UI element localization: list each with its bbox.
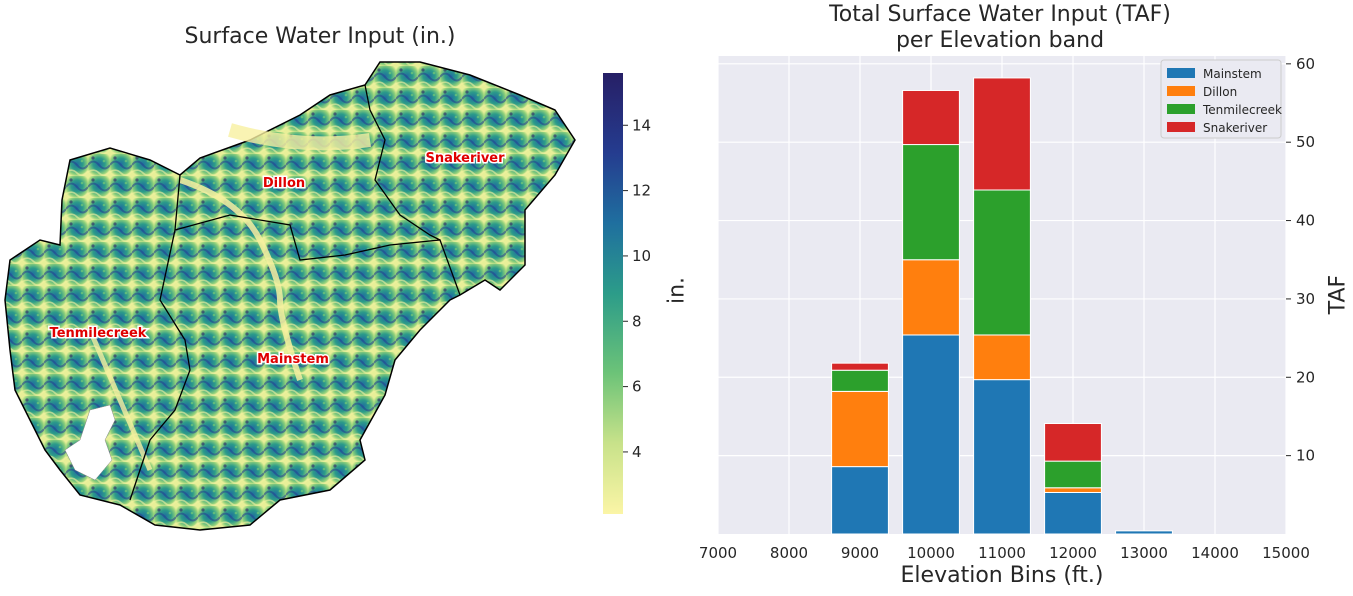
legend-label-mainstem: Mainstem: [1203, 67, 1262, 81]
y-tick-label: 60: [1296, 55, 1315, 73]
chart-title-line2: per Elevation band: [895, 28, 1105, 53]
x-tick-label: 13000: [1120, 544, 1168, 562]
x-tick-label: 7000: [699, 544, 737, 562]
colorbar-tick-label: 6: [632, 378, 642, 396]
x-tick-label: 14000: [1191, 544, 1239, 562]
y-tick-label: 40: [1296, 212, 1315, 230]
colorbar-tick-label: 12: [632, 182, 651, 200]
x-tick-label: 10000: [907, 544, 955, 562]
bar-segment-snakeriver: [1044, 423, 1102, 462]
y-tick-label: 50: [1296, 133, 1315, 151]
colorbar-tick-label: 14: [632, 116, 651, 134]
bar-segment-mainstem: [973, 379, 1031, 535]
bars: [831, 77, 1173, 535]
region-label-dillon: Dillon: [263, 176, 305, 191]
bar-segment-tenmilecreek: [902, 144, 960, 261]
legend-box: [1160, 59, 1282, 139]
bar-segment-tenmilecreek: [831, 369, 889, 392]
bar-segment-snakeriver: [902, 89, 960, 146]
map-title: Surface Water Input (in.): [184, 24, 456, 49]
colorbar: [603, 73, 623, 514]
x-tick-label: 11000: [978, 544, 1026, 562]
bar-segment-mainstem: [831, 466, 889, 535]
legend: Mainstem Dillon Tenmilecreek Snakeriver: [1160, 59, 1282, 139]
y-tick-label: 30: [1296, 290, 1315, 308]
x-tick-label: 9000: [841, 544, 879, 562]
x-axis-label: Elevation Bins (ft.): [900, 563, 1104, 588]
legend-label-tenmilecreek: Tenmilecreek: [1202, 103, 1282, 117]
bar-segment-mainstem: [1044, 491, 1102, 535]
bar-segment-tenmilecreek: [1044, 460, 1102, 489]
legend-swatch-dillon: [1167, 86, 1195, 96]
colorbar-tick-label: 10: [632, 247, 651, 265]
bar-segment-dillon: [831, 390, 889, 468]
legend-label-snakeriver: Snakeriver: [1203, 121, 1267, 135]
x-tick-label: 8000: [770, 544, 808, 562]
legend-swatch-mainstem: [1167, 68, 1195, 78]
y-tick-labels: 10 20 30 40 50 60: [1286, 55, 1315, 465]
chart-title: Total Surface Water Input (TAF) per Elev…: [680, 2, 1320, 54]
colorbar-ticks: 4 6 8 10 12 14: [623, 116, 651, 461]
legend-swatch-snakeriver: [1167, 122, 1195, 132]
legend-swatch-tenmilecreek: [1167, 104, 1195, 114]
bar-segment-tenmilecreek: [973, 189, 1031, 336]
region-label-snakeriver: Snakeriver: [425, 151, 505, 166]
y-tick-label: 20: [1296, 368, 1315, 386]
bar-segment-mainstem: [1115, 530, 1173, 535]
basin-map: [4, 61, 576, 531]
bar-segment-mainstem: [902, 334, 960, 535]
bar-segment-snakeriver: [831, 362, 889, 371]
x-tick-labels: 7000 8000 9000 10000 11000 12000 13000 14000 150…: [699, 544, 1310, 562]
x-tick-label: 12000: [1049, 544, 1097, 562]
y-axis-label: TAF: [1325, 274, 1351, 315]
bar-segment-dillon: [973, 334, 1031, 381]
chart-title-line1: Total Surface Water Input (TAF): [829, 2, 1171, 27]
y-tick-label: 10: [1296, 447, 1315, 465]
bar-segment-dillon: [902, 259, 960, 336]
map-region-labels: Dillon Snakeriver Tenmilecreek Mainstem: [48, 150, 507, 369]
x-tick-label: 15000: [1262, 544, 1310, 562]
bar-segment-snakeriver: [973, 77, 1031, 191]
colorbar-tick-label: 4: [632, 443, 642, 461]
colorbar-tick-label: 8: [632, 312, 642, 330]
region-label-mainstem: Mainstem: [257, 352, 329, 367]
legend-label-dillon: Dillon: [1203, 85, 1237, 99]
bar-segment-dillon: [1044, 487, 1102, 493]
map-panel: Dillon Snakeriver Tenmilecreek Mainstem …: [4, 61, 651, 531]
region-label-tenmilecreek: Tenmilecreek: [50, 326, 147, 341]
